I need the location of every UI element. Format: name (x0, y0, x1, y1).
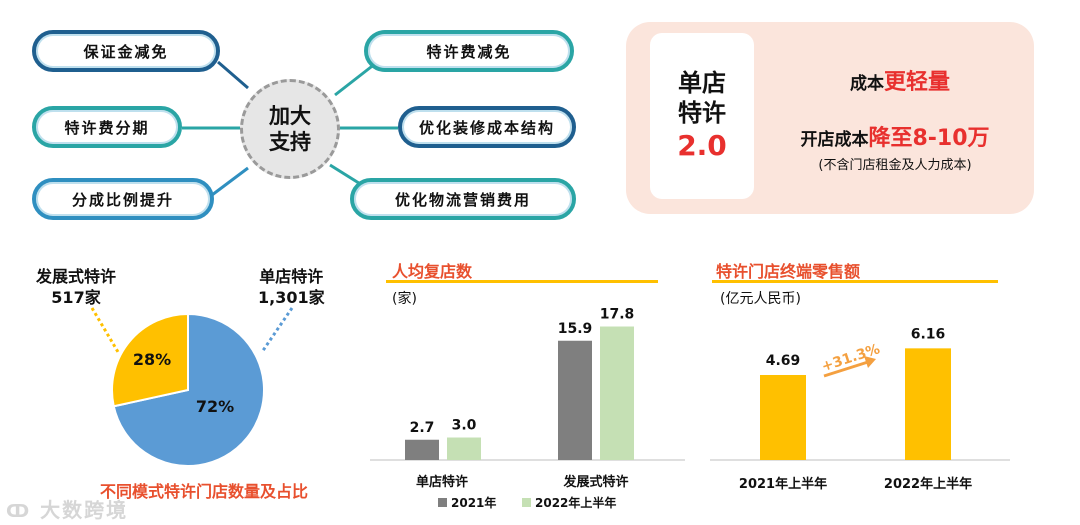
bar1-unit: (家) (392, 291, 417, 307)
bar2-chart: 4.69 6.16 +31.3% 2021年上半年 2022年上半年 (710, 326, 1010, 492)
model-card: 单店 特许 2.0 (650, 33, 754, 199)
pie-percent-single: 72% (196, 397, 234, 416)
support-item-fee-waiver: 特许费减免 (364, 30, 574, 72)
cost-note: (不含门店租金及人力成本) (818, 158, 972, 173)
legend-label-2022h1: 2022年上半年 (535, 495, 616, 510)
pie-slice-development (111, 312, 189, 408)
bar1-chart: 2.7 15.9 3.0 17.8 单店特许 发展式特许 2021年 2022年上半年 (370, 307, 685, 510)
bar2-bar-0 (760, 374, 806, 460)
bar1-value-s1-c1: 17.8 (600, 307, 635, 323)
bar1-bar-s1-c1 (600, 326, 634, 460)
connector-lines (182, 58, 398, 197)
support-item-logistics-cost: 优化物流营销费用 (350, 178, 576, 220)
legend-swatch-2022h1 (522, 498, 531, 507)
opening-cost-text: 开店成本降至8-10万 (800, 126, 990, 151)
bar2-title: 特许门店终端零售额 (716, 262, 861, 281)
bar2-category-1: 2022年上半年 (884, 476, 972, 492)
legend-swatch-2021 (438, 498, 447, 507)
pie-label-single: 单店特许 1,301家 (258, 267, 325, 307)
bar1-category-1: 发展式特许 (562, 474, 628, 490)
pie-percent-development: 28% (133, 350, 171, 369)
support-item-share-ratio: 分成比例提升 (32, 178, 214, 220)
model-card-line2: 特许 (678, 99, 726, 127)
support-item-fee-installment: 特许费分期 (32, 106, 182, 148)
bar1-value-s1-c0: 3.0 (452, 418, 477, 434)
pie-chart: 28% 72% (90, 307, 294, 467)
bar2-title-underline (712, 280, 998, 283)
support-hub: 加大 支持 (240, 79, 340, 179)
bar1-category-0: 单店特许 (416, 474, 468, 490)
model-card-version: 2.0 (677, 129, 727, 162)
bar2-bar-1 (905, 348, 951, 460)
bar1-title-underline (386, 280, 658, 283)
bar1-value-s0-c0: 2.7 (410, 420, 435, 436)
support-item-deposit: 保证金减免 (32, 30, 220, 72)
support-item-decoration-cost: 优化装修成本结构 (398, 106, 576, 148)
growth-arrow (823, 356, 876, 378)
legend-label-2021: 2021年 (451, 495, 496, 510)
bar1-value-s0-c1: 15.9 (558, 321, 593, 337)
watermark-logo: ↀ 大数跨境 (6, 498, 129, 522)
growth-label: +31.3% (820, 341, 882, 375)
bar2-unit: (亿元人民币) (720, 291, 801, 307)
bar2-value-0: 4.69 (766, 353, 801, 369)
cost-lighter-text: 成本更轻量 (849, 70, 950, 95)
pie-title: 不同模式特许门店数量及占比 (100, 482, 309, 501)
pie-label-development: 发展式特许 517家 (36, 267, 117, 307)
model-card-line1: 单店 (678, 69, 726, 97)
bar2-category-0: 2021年上半年 (739, 476, 827, 492)
bar1-bar-s0-c1 (558, 340, 592, 460)
bar1-bar-s0-c0 (405, 439, 439, 460)
bar1-title: 人均复店数 (392, 262, 473, 281)
bar1-bar-s1-c0 (447, 437, 481, 460)
bar2-value-1: 6.16 (911, 326, 946, 342)
